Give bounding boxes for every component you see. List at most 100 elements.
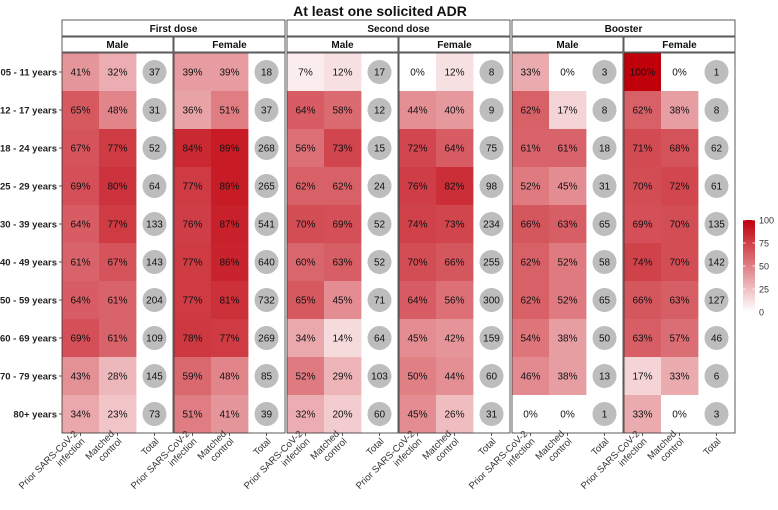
heat-cell-control — [99, 357, 137, 396]
total-circle — [704, 402, 729, 426]
total-circle — [367, 326, 392, 350]
cell-label-prior: 64% — [70, 220, 90, 231]
total-label: 58 — [599, 258, 611, 269]
total-label: 98 — [486, 182, 498, 193]
total-circle — [254, 326, 279, 350]
total-label: 541 — [258, 220, 275, 231]
heat-cell-prior — [62, 53, 100, 92]
heat-cell-prior — [287, 129, 325, 168]
cell-label-prior: 62% — [295, 182, 315, 193]
total-label: 8 — [602, 106, 608, 117]
cell-label-prior: 69% — [70, 334, 90, 345]
total-label: 255 — [483, 258, 500, 269]
heat-cell-control — [661, 395, 699, 434]
heat-cell-control — [99, 243, 137, 282]
cell-label-control: 72% — [669, 182, 689, 193]
total-circle — [142, 174, 167, 198]
heat-cell-prior — [287, 357, 325, 396]
heat-cell-control — [211, 243, 249, 282]
heat-cell-control — [661, 205, 699, 244]
x-tick-label: Prior SARS-CoV-2infection — [17, 429, 87, 499]
heat-cell-prior — [174, 395, 212, 434]
heat-cell-prior — [174, 281, 212, 320]
heat-cell-prior — [399, 357, 437, 396]
cell-label-control: 12% — [444, 68, 464, 79]
total-label: 52 — [374, 258, 386, 269]
cell-label-prior: 0% — [410, 68, 425, 79]
total-circle — [254, 98, 279, 122]
dose-strip — [61, 19, 286, 37]
heat-cell-control — [324, 91, 362, 130]
heat-cell-control — [549, 205, 587, 244]
cell-label-control: 0% — [672, 68, 687, 79]
total-label: 24 — [374, 182, 386, 193]
total-label: 64 — [374, 334, 386, 345]
x-tick-label: Prior SARS-CoV-2infection — [129, 429, 199, 499]
heat-cell-control — [661, 281, 699, 320]
cell-label-control: 45% — [332, 296, 352, 307]
heat-cell-prior — [399, 167, 437, 206]
colorbar-tick-label: 25 — [759, 285, 769, 295]
cell-label-prior: 44% — [407, 106, 427, 117]
heat-cell-prior — [399, 129, 437, 168]
total-label: 127 — [708, 296, 725, 307]
heat-cell-control — [99, 395, 137, 434]
cell-label-prior: 66% — [520, 220, 540, 231]
cell-label-control: 45% — [557, 182, 577, 193]
heat-cell-prior — [399, 395, 437, 434]
total-label: 9 — [489, 106, 495, 117]
total-circle — [367, 250, 392, 274]
heat-cell-prior — [174, 53, 212, 92]
sex-strip-label: Male — [331, 40, 354, 51]
cell-label-prior: 46% — [520, 372, 540, 383]
heat-cell-control — [324, 205, 362, 244]
total-circle — [592, 136, 617, 160]
cell-label-control: 82% — [444, 182, 464, 193]
heat-cell-prior — [512, 129, 550, 168]
cell-label-control: 0% — [672, 410, 687, 421]
cell-label-control: 0% — [560, 68, 575, 79]
heat-cell-prior — [624, 91, 662, 130]
cell-label-prior: 64% — [295, 106, 315, 117]
heat-cell-control — [436, 395, 474, 434]
total-circle — [704, 136, 729, 160]
x-tick-label: Matchedcontrol — [83, 429, 124, 470]
cell-label-prior: 100% — [630, 68, 656, 79]
cell-label-control: 80% — [107, 182, 127, 193]
heat-cell-control — [211, 357, 249, 396]
y-axis: 05 - 11 years 12 - 17 years 18 - 24 years 2… — [0, 68, 62, 421]
y-tick-label: 60 - 69 years — [0, 334, 57, 345]
cell-label-control: 58% — [332, 106, 352, 117]
total-label: 8 — [489, 68, 495, 79]
total-label: 8 — [714, 106, 720, 117]
y-tick-label: 05 - 11 years — [0, 68, 57, 79]
total-circle — [592, 212, 617, 236]
heat-cell-control — [436, 205, 474, 244]
heat-cell-prior — [287, 91, 325, 130]
cell-label-control: 63% — [669, 296, 689, 307]
total-circle — [479, 364, 504, 388]
sex-strip — [61, 36, 174, 53]
heat-cell-control — [661, 243, 699, 282]
cell-label-prior: 77% — [182, 182, 202, 193]
cell-label-control: 23% — [107, 410, 127, 421]
cell-label-prior: 33% — [632, 410, 652, 421]
cell-label-control: 73% — [444, 220, 464, 231]
cell-label-prior: 70% — [632, 182, 652, 193]
cell-label-prior: 61% — [70, 258, 90, 269]
heat-cell-prior — [512, 395, 550, 434]
total-circle — [142, 288, 167, 312]
cell-label-control: 38% — [669, 106, 689, 117]
total-circle — [592, 364, 617, 388]
heat-cell-control — [211, 91, 249, 130]
total-label: 15 — [374, 144, 386, 155]
colorbar — [743, 220, 755, 312]
x-tick-label: Prior SARS-CoV-2infection — [467, 429, 537, 499]
y-tick-label: 30 - 39 years — [0, 220, 57, 231]
heat-cell-prior — [62, 129, 100, 168]
x-tick-label: Matchedcontrol — [308, 429, 349, 470]
total-label: 269 — [258, 334, 275, 345]
heat-cell-prior — [62, 395, 100, 434]
colorbar-tick-label: 50 — [759, 262, 769, 272]
heat-cell-control — [436, 319, 474, 358]
